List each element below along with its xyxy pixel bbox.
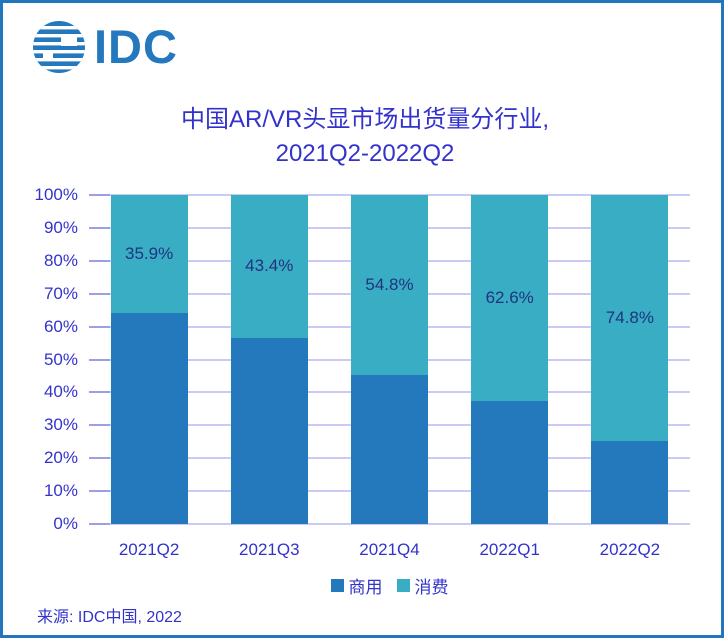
y-axis-label: 20% [43, 448, 78, 468]
y-axis-label: 70% [43, 283, 78, 303]
y-axis-label: 30% [43, 415, 78, 435]
y-axis-label: 60% [43, 316, 78, 336]
y-axis-label: 50% [43, 349, 78, 369]
x-axis-label: 2021Q4 [359, 540, 420, 559]
y-axis-tick [89, 424, 110, 427]
y-axis-label: 100% [34, 185, 78, 204]
legend-item-商用: 商用 [330, 573, 383, 598]
stacked-bar: 35.9% [110, 195, 188, 524]
legend-item-消费: 消费 [396, 573, 449, 598]
y-axis-tick [89, 292, 110, 295]
source-note: 来源: IDC中国, 2022 [37, 609, 182, 626]
chart-title-line2: 2021Q2-2022Q2 [275, 140, 455, 167]
y-axis-tick [89, 457, 110, 460]
bar-2021Q4: 54.8% [329, 195, 449, 524]
segment-commercial [110, 313, 188, 524]
data-label: 35.9% [124, 244, 174, 264]
y-axis-label: 90% [43, 217, 78, 237]
legend-swatch-icon [330, 579, 344, 592]
chart-title: 中国AR/VR头显市场出货量分行业, 2021Q2-2022Q2 [3, 103, 724, 171]
striped-globe-icon [31, 19, 87, 75]
x-axis-label: 2022Q2 [599, 540, 661, 559]
segment-commercial [471, 400, 549, 524]
y-axis-tick [89, 259, 110, 262]
data-label: 62.6% [485, 287, 534, 307]
stacked-bar: 74.8% [591, 195, 669, 524]
segment-commercial [591, 441, 669, 524]
segment-consumer: 54.8% [350, 195, 428, 376]
segment-consumer: 43.4% [230, 195, 308, 338]
stacked-bar: 54.8% [350, 195, 428, 524]
bar-2021Q3: 43.4% [209, 195, 329, 524]
y-axis-tick [89, 325, 110, 328]
legend-swatch-icon [396, 579, 410, 592]
y-axis-tick [89, 523, 110, 525]
bar-2022Q1: 62.6% [450, 195, 570, 524]
stacked-bar: 62.6% [471, 195, 549, 524]
segment-commercial [350, 375, 428, 524]
segment-commercial [230, 337, 308, 524]
plot-area: 0% 10% 20% 30% 40% 50% 60% 70% 80% 90% 100% 35.9% 20… [35, 185, 690, 559]
x-axis-label: 2021Q3 [239, 540, 300, 559]
legend: 商用 消费 [89, 573, 690, 598]
logo-wordmark: IDC [94, 20, 178, 73]
bar-2021Q2: 35.9% [89, 195, 209, 524]
legend-label: 消费 [414, 578, 449, 597]
segment-consumer: 35.9% [110, 195, 188, 314]
y-axis-tick [89, 391, 110, 394]
x-axis-label: 2021Q2 [118, 540, 180, 559]
data-label: 74.8% [605, 308, 654, 328]
y-axis-label: 10% [43, 481, 78, 501]
idc-logo: IDC [31, 19, 178, 75]
y-axis-tick [89, 226, 110, 229]
gridline [89, 523, 690, 525]
legend-label: 商用 [348, 578, 383, 597]
stacked-bar: 43.4% [230, 195, 308, 524]
segment-consumer: 62.6% [471, 195, 549, 401]
y-axis-tick [89, 490, 110, 493]
segment-consumer: 74.8% [591, 195, 669, 442]
y-axis-label: 80% [43, 250, 78, 270]
y-axis-tick [89, 194, 110, 196]
chart-title-line1: 中国AR/VR头显市场出货量分行业, [180, 106, 549, 133]
bar-2022Q2: 74.8% [570, 195, 690, 524]
y-axis-label: 40% [43, 382, 78, 402]
y-axis-label: 0% [53, 514, 78, 533]
data-label: 54.8% [365, 275, 414, 295]
data-label: 43.4% [245, 256, 294, 276]
x-axis-label: 2022Q1 [479, 540, 540, 559]
y-axis-tick [89, 358, 110, 361]
